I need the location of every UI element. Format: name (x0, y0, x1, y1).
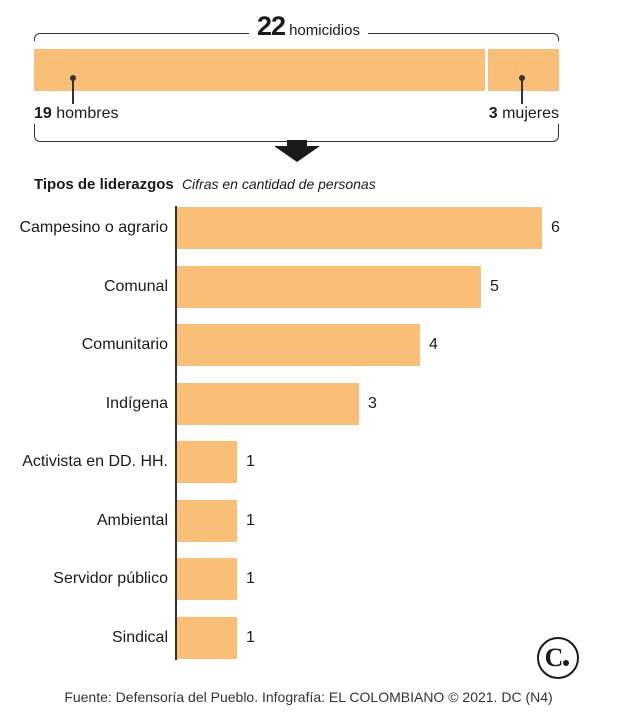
men-value: 19 (34, 105, 52, 122)
logo-glyph-icon: C (545, 643, 569, 672)
bar-1 (176, 265, 481, 308)
value-label: 4 (429, 336, 438, 353)
y-axis-line (175, 206, 177, 660)
bar-7 (176, 616, 237, 659)
el-colombiano-logo: C (537, 637, 579, 679)
bar-5 (176, 499, 237, 542)
bar-2 (176, 324, 420, 366)
category-label: Campesino o agrario (19, 219, 168, 236)
value-label: 1 (246, 453, 255, 470)
arrow-down-icon (274, 140, 320, 162)
men-label: 19 hombres (34, 104, 123, 124)
value-label: 1 (246, 511, 255, 529)
men-text: hombres (56, 105, 119, 122)
category-label: Comunal (103, 277, 168, 295)
bar-4 (176, 441, 237, 483)
women-value: 3 (488, 105, 498, 122)
bar-3 (176, 382, 359, 425)
category-label: Servidor público (53, 570, 168, 587)
category-label: Comunitario (81, 336, 168, 353)
source-footer: Fuente: Defensoría del Pueblo. Infografí… (64, 689, 553, 705)
total-homicides-title: 22 homicidios (0, 12, 617, 45)
women-marker-line (521, 78, 523, 104)
value-label: 5 (490, 277, 499, 295)
value-label: 6 (551, 219, 560, 236)
category-label: Activista en DD. HH. (22, 453, 168, 470)
total-label: homicidios (289, 22, 360, 39)
value-label: 1 (246, 570, 255, 587)
logo-letter: C (545, 643, 564, 672)
category-label: Ambiental (96, 511, 168, 529)
value-label: 1 (246, 628, 255, 646)
women-label: 3 mujeres (484, 104, 559, 124)
women-text: mujeres (502, 105, 559, 122)
category-label: Sindical (111, 628, 168, 646)
total-value: 22 (257, 11, 286, 41)
women-bar-segment (487, 49, 559, 91)
category-label: Indígena (105, 394, 168, 412)
bar-6 (176, 558, 237, 600)
section-title-text: Tipos de liderazgos (34, 176, 174, 193)
value-label: 3 (368, 394, 377, 412)
men-marker-line (72, 78, 74, 104)
men-bar-segment (34, 49, 485, 91)
section-title: Tipos de liderazgos Cifras en cantidad d… (34, 175, 376, 194)
section-subtitle: Cifras en cantidad de personas (181, 176, 376, 192)
bar-0 (176, 207, 542, 249)
split-labels-bracket (34, 122, 559, 142)
